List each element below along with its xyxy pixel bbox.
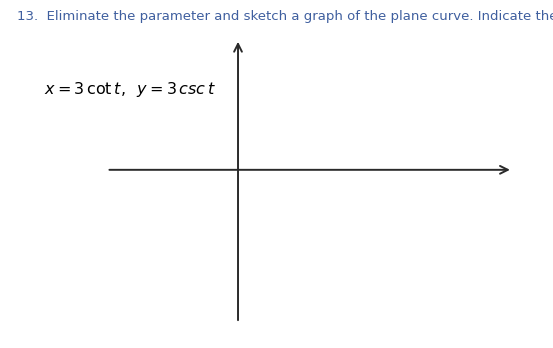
Text: 13.  Eliminate the parameter and sketch a graph of the plane curve. Indicate the: 13. Eliminate the parameter and sketch a… [17, 10, 553, 23]
Text: $x = 3\,\mathrm{cot}\,t,\;\;y = 3\,csc\,t$: $x = 3\,\mathrm{cot}\,t,\;\;y = 3\,csc\,… [44, 80, 216, 99]
